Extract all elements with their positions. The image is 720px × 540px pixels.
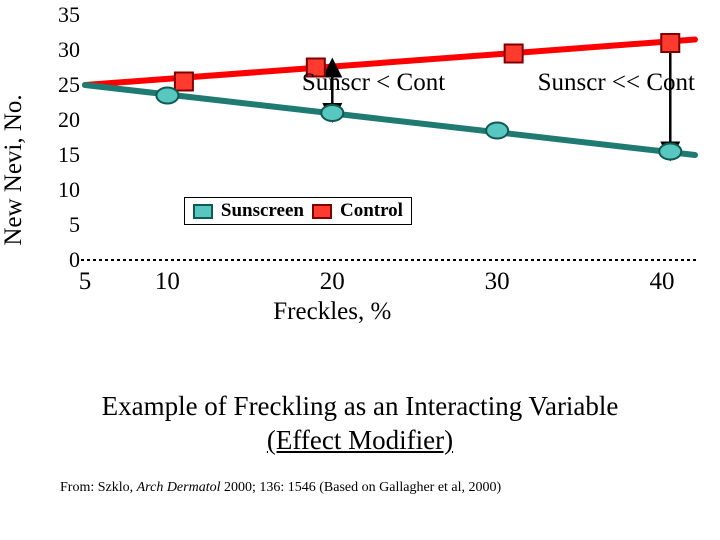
- y-axis-label: New Nevi, No.: [0, 94, 28, 245]
- sunscreen-legend-label: Sunscreen: [221, 200, 304, 222]
- y-tick: 30: [52, 37, 80, 63]
- annotation: Sunscr << Cont: [538, 69, 695, 97]
- y-tick: 15: [52, 142, 80, 168]
- legend: Sunscreen Control: [184, 197, 412, 225]
- x-tick: 20: [320, 268, 345, 296]
- source-journal: Arch Dermatol: [137, 480, 224, 495]
- source-rest: 2000; 136: 1546 (Based on Gallagher et a…: [224, 480, 501, 495]
- annotation: Sunscr < Cont: [302, 69, 445, 97]
- x-axis-label: Freckles, %: [252, 298, 412, 326]
- x-tick: 10: [155, 268, 180, 296]
- y-tick: 25: [52, 72, 80, 98]
- x-tick: 30: [485, 268, 510, 296]
- chart-container: New Nevi, No. 05101520253035 Sunscr < Co…: [20, 10, 700, 330]
- control-swatch: [312, 204, 332, 219]
- y-tick: 5: [52, 212, 80, 238]
- source-citation: From: Szklo, Arch Dermatol 2000; 136: 15…: [60, 480, 501, 496]
- sunscreen-swatch: [193, 204, 213, 219]
- y-tick: 10: [52, 177, 80, 203]
- sunscreen-marker: [659, 144, 681, 160]
- y-tick: 35: [52, 2, 80, 28]
- plot-area: Sunscr < Cont Sunscr << Cont Sunscreen Con…: [85, 15, 695, 260]
- sunscreen-marker: [321, 105, 343, 121]
- control-marker: [505, 45, 523, 63]
- control-marker: [175, 73, 193, 91]
- y-tick: 0: [52, 247, 80, 273]
- sunscreen-marker: [486, 123, 508, 139]
- source-prefix: From: Szklo,: [60, 480, 137, 495]
- chart-title: Example of Freckling as an Interacting V…: [0, 390, 720, 458]
- control-marker: [661, 34, 679, 52]
- x-tick: 40: [650, 268, 675, 296]
- y-tick: 20: [52, 107, 80, 133]
- title-line-1: Example of Freckling as an Interacting V…: [102, 391, 619, 421]
- control-legend-label: Control: [340, 200, 403, 222]
- title-line-2: (Effect Modifier): [267, 425, 453, 455]
- x-tick: 5: [79, 268, 92, 296]
- sunscreen-marker: [156, 88, 178, 104]
